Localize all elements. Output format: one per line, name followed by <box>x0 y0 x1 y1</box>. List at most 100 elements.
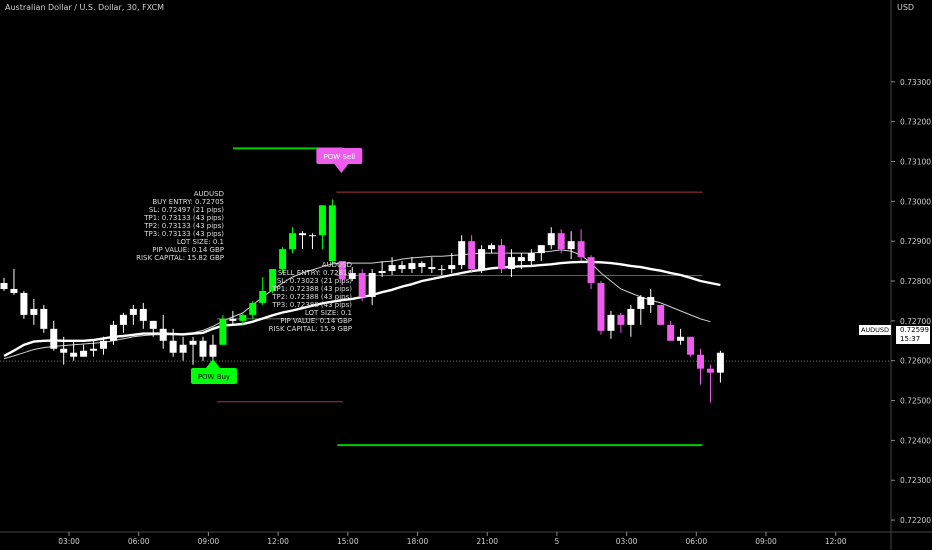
y-tick-label: 0.72800 <box>900 277 931 286</box>
candle-body <box>637 296 645 309</box>
currency-label[interactable]: USD <box>897 3 915 12</box>
info-line: BUY ENTRY: 0.72705 <box>152 198 224 206</box>
candle-body <box>269 269 277 291</box>
candle-body <box>209 344 217 357</box>
info-line: TP1: 0.73133 (43 pips) <box>143 214 224 222</box>
sell-label-text: POW Sell <box>324 153 356 161</box>
candle-body <box>716 352 724 373</box>
candle-body <box>627 308 635 325</box>
candle-body <box>706 368 714 373</box>
candle-body <box>358 273 366 297</box>
x-tick-label: 15:00 <box>337 537 359 546</box>
candle-body <box>687 336 695 355</box>
x-tick-label: 12:00 <box>825 537 847 546</box>
candle-body <box>398 265 406 270</box>
info-line: TP3: 0.72388 (43 pips) <box>271 301 352 309</box>
candle-body <box>537 245 545 254</box>
candle-body <box>697 354 704 369</box>
sell-arrow <box>334 164 349 173</box>
candle-body <box>199 340 207 357</box>
candle-body <box>70 352 78 357</box>
candle-body <box>348 273 356 280</box>
candle-body <box>139 308 147 321</box>
candle-body <box>517 257 525 262</box>
candle-body <box>249 302 257 315</box>
x-tick-label: 03:00 <box>58 537 80 546</box>
candle-body <box>408 263 416 270</box>
candle-body <box>597 283 605 331</box>
candle-body <box>318 205 326 236</box>
candle-body <box>438 269 446 271</box>
candle-body <box>567 241 575 250</box>
info-line: TP2: 0.73133 (43 pips) <box>143 222 224 230</box>
candle-body <box>577 241 585 258</box>
info-line: LOT SIZE: 0.1 <box>177 238 224 246</box>
x-tick-label: 09:00 <box>198 537 220 546</box>
candle-body <box>0 283 8 289</box>
candle-body <box>239 314 247 321</box>
info-line: TP3: 0.73133 (43 pips) <box>143 230 224 238</box>
candle-body <box>80 350 88 357</box>
candle-body <box>179 344 187 353</box>
buy-arrow <box>205 359 220 368</box>
candle-body <box>587 257 595 284</box>
info-line: AUDUSD <box>322 261 352 269</box>
candle-body <box>119 314 127 325</box>
candle-body <box>109 324 117 341</box>
candle-body <box>607 314 615 331</box>
sell-signal-label: POW Sell <box>316 148 363 173</box>
candle-body <box>40 308 48 329</box>
candle-body <box>129 308 137 315</box>
candle-body <box>219 318 227 345</box>
x-tick-label: 09:00 <box>755 537 777 546</box>
y-tick-label: 0.73000 <box>900 197 931 206</box>
buy-signal-label: POW Buy <box>190 359 237 384</box>
y-tick-label: 0.72300 <box>900 476 931 485</box>
x-tick-label: 12:00 <box>267 537 289 546</box>
y-tick-label: 0.72600 <box>900 357 931 366</box>
chart-title: Australian Dollar / U.S. Dollar, 30, FXC… <box>5 3 165 12</box>
x-tick-label: 06:00 <box>685 537 707 546</box>
info-line: TP1: 0.72388 (43 pips) <box>271 285 352 293</box>
candle-body <box>299 233 306 236</box>
candle-body <box>279 249 287 270</box>
y-tick-label: 0.73300 <box>900 78 931 87</box>
candle-body <box>169 340 177 353</box>
candle-body <box>229 318 237 321</box>
x-tick-label: 03:00 <box>616 537 638 546</box>
info-line: RISK CAPITAL: 15.9 GBP <box>269 325 352 333</box>
candle-body <box>20 292 28 315</box>
info-line: SL: 0.73023 (21 pips) <box>277 277 352 285</box>
candle-body <box>149 320 157 329</box>
x-tick-label: 21:00 <box>476 537 498 546</box>
symbol-tag: AUDUSD <box>859 325 891 335</box>
info-line: SELL ENTRY: 0.72814 <box>278 269 353 277</box>
info-line: LOT SIZE: 0.1 <box>305 309 352 317</box>
candle-body <box>478 249 486 270</box>
candle-body <box>527 253 535 262</box>
info-line: RISK CAPITAL: 15.82 GBP <box>136 254 224 262</box>
sell-label-box <box>316 148 363 164</box>
last-price-value: 0.72599 <box>900 326 929 334</box>
info-line: AUDUSD <box>194 190 224 198</box>
candle-body <box>289 233 297 250</box>
candle-body <box>458 241 466 266</box>
candle-body <box>378 271 386 274</box>
candle-body <box>428 267 436 270</box>
info-line: PIP VALUE: 0.14 GBP <box>152 246 224 254</box>
y-tick-label: 0.73100 <box>900 157 931 166</box>
candle-body <box>557 233 565 250</box>
candle-body <box>677 336 685 341</box>
y-tick-label: 0.72700 <box>900 317 931 326</box>
buy-label-box <box>190 368 237 384</box>
info-line: PIP VALUE: 0.14 GBP <box>280 317 352 325</box>
info-line: TP2: 0.72388 (43 pips) <box>271 293 352 301</box>
candle-body <box>468 241 476 270</box>
candle-body <box>328 205 336 262</box>
candle-body <box>30 308 38 315</box>
candle-body <box>338 261 346 280</box>
candle-body <box>90 348 98 351</box>
